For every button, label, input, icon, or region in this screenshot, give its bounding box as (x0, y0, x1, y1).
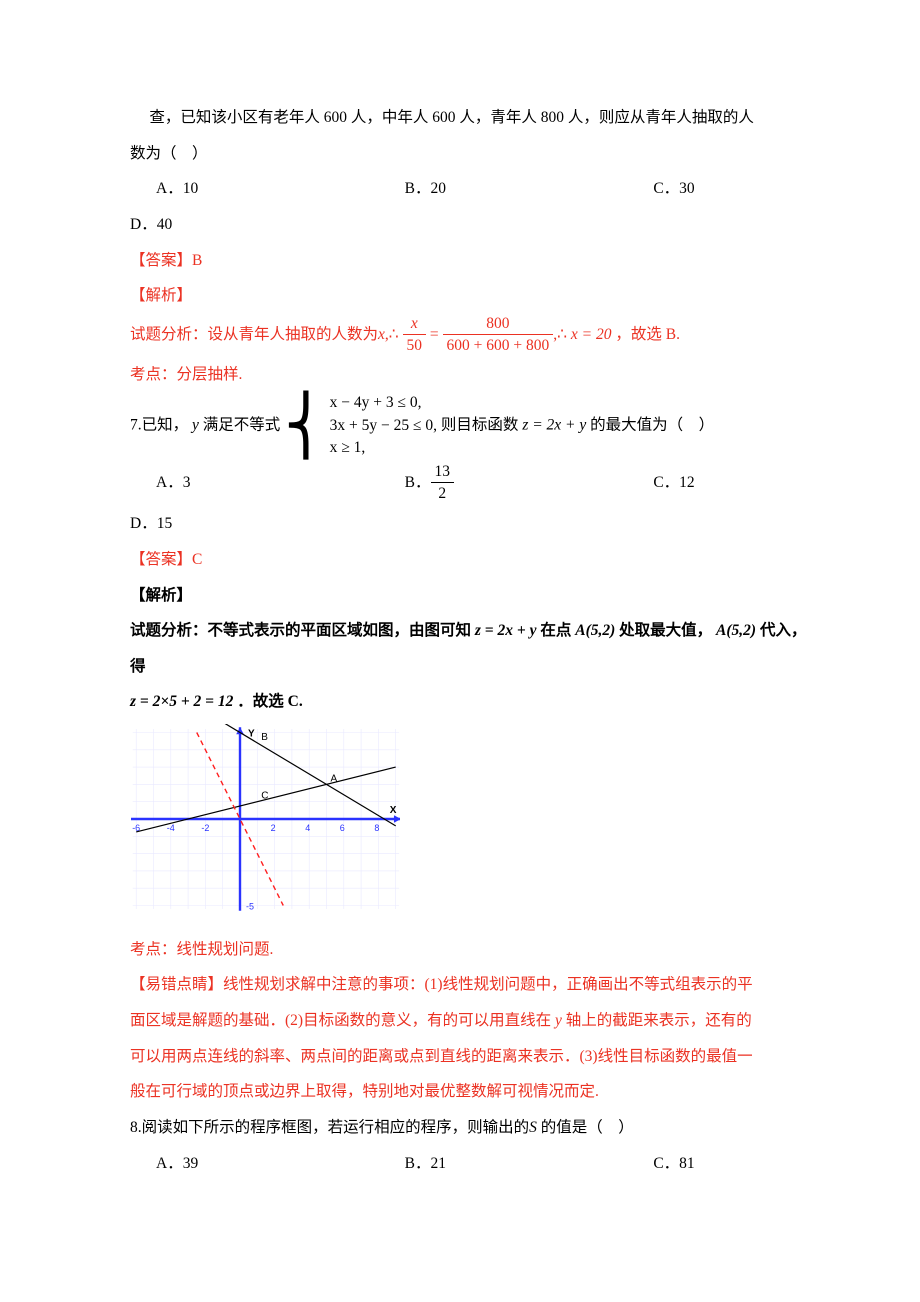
q8-opt-c: C．81 (653, 1146, 694, 1182)
frac-x-50: x50 (403, 314, 427, 357)
svg-text:C: C (261, 791, 268, 802)
q7-jiexi-label: 【解析】 (130, 578, 810, 614)
num: 800 (443, 314, 554, 335)
q6-opt-a: A．10 (156, 171, 401, 207)
z1: z = 2x + y (475, 622, 537, 639)
q7-mid3: 的最大值为（ ） (586, 417, 714, 434)
z-val: z = 2×5 + 2 = 12 (130, 693, 233, 710)
q7-mid1: 满足不等式 (199, 417, 280, 434)
svg-text:-5: -5 (246, 902, 254, 912)
den: 50 (403, 335, 427, 357)
q6-ana-suffix: ,∴ (385, 326, 399, 343)
brace-icon: ⎨ (284, 397, 328, 455)
ana-b: 在点 (536, 622, 575, 639)
q6-opt-b: B．20 (405, 171, 650, 207)
eq-sign: = (430, 326, 439, 343)
q7-answer: 【答案】C (130, 542, 810, 578)
q6-jiexi-label: 【解析】 (130, 278, 810, 314)
q6-kaodian: 考点：分层抽样. (130, 357, 810, 393)
q6-ana-tail: ，故选 B. (611, 326, 679, 343)
z-expr: z = 2x + y (522, 417, 586, 434)
x-eq-20: x = 20 (571, 326, 612, 343)
frac-800: 800600 + 600 + 800 (443, 314, 554, 357)
q6-opt-c: C．30 (653, 171, 694, 207)
svg-text:4: 4 (305, 823, 310, 833)
case3: x ≥ 1, (330, 437, 437, 459)
pA2: A(5,2) (716, 622, 756, 639)
lp-chart-svg: -6-4-22468-5XYABC (130, 724, 400, 914)
q8-stem: 8.阅读如下所示的程序框图，若运行相应的程序，则输出的S 的值是（ ） (130, 1110, 810, 1146)
svg-text:2: 2 (271, 823, 276, 833)
q7-yicuo-d: 可以用两点连线的斜率、两点间的距离或点到直线的距离来表示．(3)线性目标函数的最… (130, 1039, 810, 1075)
svg-text:A: A (331, 773, 338, 784)
var-y2: y (555, 1012, 562, 1029)
q6-ana-prefix: 试题分析：设从青年人抽取的人数为 (130, 326, 378, 343)
b-pre: B． (405, 474, 431, 491)
q7-yicuo-e: 般在可行域的顶点或边界上取得，特别地对最优整数解可视情况而定. (130, 1074, 810, 1110)
frac-13-2: 132 (431, 462, 455, 505)
q7-stem: 7.已知， y 满足不等式 ⎨ x − 4y + 3 ≤ 0, 3x + 5y … (130, 392, 810, 459)
q6-continue-line1: 查，已知该小区有老年人 600 人，中年人 600 人，青年人 800 人，则应… (130, 100, 810, 136)
q7-prefix: 7.已知， (130, 417, 192, 434)
feasible-region-chart: -6-4-22468-5XYABC (130, 724, 810, 928)
q6-shuwei: 数为（ ） (130, 136, 810, 172)
q7-opt-c: C．12 (653, 460, 694, 507)
q7-yicuo-b: 面区域是解题的基础．(2)目标函数的意义，有的可以用直线在 y 轴上的截距来表示… (130, 1003, 810, 1039)
den: 2 (431, 483, 455, 505)
cases: ⎨ x − 4y + 3 ≤ 0, 3x + 5y − 25 ≤ 0, x ≥ … (284, 392, 437, 459)
q8t: 的值是（ ） (541, 1119, 634, 1136)
q7-options-row1: A．3 B．132 C．12 (130, 460, 810, 507)
svg-text:B: B (261, 732, 268, 743)
q6-options-row1: A．10 B．20 C．30 (130, 171, 810, 207)
yc: 轴上的截距来表示，还有的 (562, 1012, 752, 1029)
q7-kaodian: 考点：线性规划问题. (130, 932, 810, 968)
q8-opt-a: A．39 (156, 1146, 401, 1182)
yb: 面区域是解题的基础．(2)目标函数的意义，有的可以用直线在 (130, 1012, 555, 1029)
q6-tail: 查，已知该小区有老年人 600 人，中年人 600 人，青年人 800 人，则应… (149, 109, 754, 126)
q7-mid2: 则目标函数 (441, 417, 522, 434)
pA: A(5,2) (575, 622, 615, 639)
cases-body: x − 4y + 3 ≤ 0, 3x + 5y − 25 ≤ 0, x ≥ 1, (330, 392, 437, 459)
q6-comma: ,∴ (553, 326, 567, 343)
svg-text:X: X (390, 805, 397, 816)
q7-opt-d: D．15 (130, 506, 810, 542)
ana-a: 试题分析：不等式表示的平面区域如图，由图可知 (130, 622, 475, 639)
q7-opt-a: A．3 (156, 460, 401, 507)
q8-options: A．39 B．21 C．81 (130, 1146, 810, 1182)
q7-analysis-2: z = 2×5 + 2 = 12 ．故选 C. (130, 684, 810, 720)
num: 13 (431, 462, 455, 483)
svg-text:6: 6 (340, 823, 345, 833)
q6-opt-d: D．40 (130, 207, 810, 243)
svg-text:8: 8 (374, 823, 379, 833)
q6-analysis: 试题分析：设从青年人抽取的人数为x,∴ x50 = 800600 + 600 +… (130, 314, 810, 357)
case2: 3x + 5y − 25 ≤ 0, (330, 415, 437, 437)
var-x: x (378, 326, 385, 343)
svg-text:-2: -2 (201, 823, 209, 833)
var-y: y (192, 417, 199, 434)
q6-answer: 【答案】B (130, 243, 810, 279)
num: x (403, 314, 427, 335)
q8s: 8.阅读如下所示的程序框图，若运行相应的程序，则输出的 (130, 1119, 529, 1136)
var-S: S (529, 1119, 537, 1136)
q7-analysis-1: 试题分析：不等式表示的平面区域如图，由图可知 z = 2x + y 在点 A(5… (130, 613, 810, 684)
ana-e: ．故选 C. (233, 693, 302, 710)
q7-yicuo-a: 【易错点睛】线性规划求解中注意的事项：(1)线性规划问题中，正确画出不等式组表示… (130, 967, 810, 1003)
q7-opt-b: B．132 (405, 460, 650, 507)
case1: x − 4y + 3 ≤ 0, (330, 392, 437, 414)
q8-opt-b: B．21 (405, 1146, 650, 1182)
den: 600 + 600 + 800 (443, 335, 554, 357)
ana-c: 处取最大值， (615, 622, 716, 639)
